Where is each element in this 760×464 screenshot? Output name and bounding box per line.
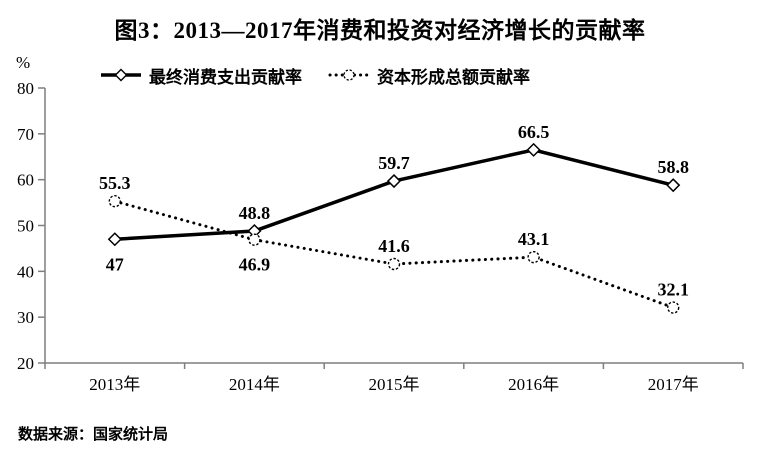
- diamond-marker: [386, 173, 402, 189]
- data-point-label: 43.1: [518, 229, 550, 249]
- y-tick-label: 50: [17, 217, 34, 236]
- data-point-label: 41.6: [378, 236, 410, 256]
- data-point-label: 48.8: [239, 203, 271, 223]
- diamond-marker: [107, 232, 122, 247]
- y-axis-unit-label: %: [16, 53, 31, 72]
- y-tick-label: 70: [17, 125, 34, 144]
- y-tick-label: 40: [17, 262, 34, 281]
- legend-item-capital: 资本形成总额贡献率: [328, 63, 530, 88]
- circle-marker: [387, 257, 401, 271]
- circle-marker: [108, 195, 122, 208]
- legend-item-consumption: 最终消费支出贡献率: [100, 63, 302, 88]
- data-point-label: 59.7: [378, 153, 410, 173]
- circle-marker: [248, 233, 261, 246]
- data-point-label: 46.9: [239, 255, 271, 275]
- data-source-note: 数据来源：国家统计局: [18, 427, 169, 443]
- x-category-label: 2015年: [369, 375, 420, 394]
- circle-marker: [667, 301, 680, 314]
- solid-line-diamond-marker-icon: [101, 68, 141, 82]
- y-tick-label: 30: [17, 308, 34, 327]
- y-tick-label: 20: [17, 354, 34, 373]
- chart-title: 图3：2013—2017年消费和投资对经济增长的贡献率: [114, 18, 646, 43]
- chart-legend: 最终消费支出贡献率 资本形成总额贡献率: [100, 63, 530, 88]
- data-point-label: 55.3: [99, 173, 131, 193]
- diamond-marker: [526, 142, 541, 157]
- y-tick-label: 80: [17, 79, 34, 98]
- x-category-label: 2017年: [648, 375, 699, 394]
- data-point-label: 32.1: [657, 280, 689, 300]
- dotted-line-circle-marker-icon: [328, 69, 370, 81]
- legend-label-consumption: 最终消费支出贡献率: [149, 67, 302, 87]
- x-category-label: 2016年: [508, 375, 559, 394]
- diamond-marker: [666, 178, 681, 193]
- data-point-label: 66.5: [518, 122, 550, 142]
- circle-marker: [527, 250, 540, 264]
- x-category-label: 2013年: [89, 375, 140, 394]
- data-point-label: 47: [106, 254, 124, 274]
- x-category-label: 2014年: [229, 375, 280, 394]
- data-point-label: 58.8: [657, 157, 689, 177]
- legend-label-capital: 资本形成总额贡献率: [377, 67, 530, 87]
- y-tick-label: 60: [17, 171, 34, 190]
